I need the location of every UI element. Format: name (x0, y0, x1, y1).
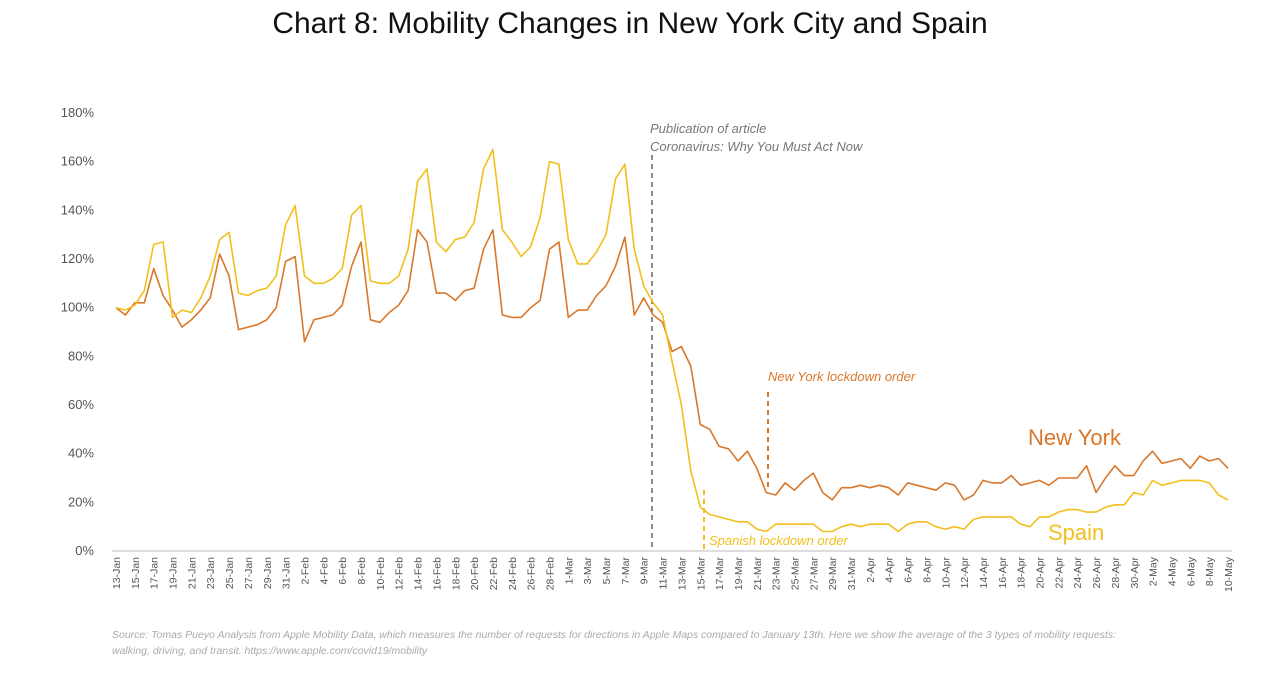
x-tick-label: 25-Mar (790, 557, 802, 591)
x-tick-label: 31-Jan (281, 557, 293, 589)
annotation: Publication of article (650, 121, 766, 136)
x-tick-label: 20-Apr (1035, 556, 1047, 588)
y-tick-label: 60% (68, 397, 94, 412)
x-tick-label: 28-Feb (544, 557, 556, 590)
x-tick-label: 4-May (1166, 556, 1178, 586)
annotation: Spanish lockdown order (709, 533, 848, 548)
series-label: Spain (1048, 520, 1104, 545)
x-tick-label: 8-May (1204, 556, 1216, 586)
x-tick-label: 20-Feb (469, 557, 481, 590)
x-tick-label: 10-Apr (940, 556, 952, 588)
x-tick-label: 30-Apr (1129, 556, 1141, 588)
chart-title: Chart 8: Mobility Changes in New York Ci… (272, 7, 987, 40)
x-tick-label: 26-Apr (1091, 556, 1103, 588)
y-tick-label: 80% (68, 348, 94, 363)
x-tick-label: 1-Mar (563, 556, 575, 584)
x-tick-label: 13-Mar (676, 557, 688, 591)
x-tick-label: 2-May (1148, 556, 1160, 586)
y-tick-label: 20% (68, 494, 94, 509)
y-tick-label: 120% (61, 251, 95, 266)
x-tick-label: 29-Jan (262, 557, 274, 589)
series-label: New York (1028, 425, 1122, 450)
source: Source: Tomas Pueyo Analysis from Apple … (112, 629, 1116, 641)
x-tick-label: 2-Apr (865, 557, 877, 583)
x-tick-label: 27-Jan (243, 557, 255, 589)
x-tick-label: 21-Jan (186, 557, 198, 589)
x-tick-label: 4-Apr (884, 557, 896, 583)
x-tick-label: 6-Apr (903, 557, 915, 583)
y-tick-label: 140% (61, 202, 95, 217)
x-tick-label: 18-Feb (450, 557, 462, 590)
x-tick-label: 5-Mar (601, 556, 613, 584)
x-tick-label: 8-Apr (921, 557, 933, 583)
line-series (115, 148, 1229, 533)
x-tick-label: 10-May (1223, 556, 1235, 592)
x-tick-label: 28-Apr (1110, 556, 1122, 588)
x-tick-label: 26-Feb (526, 557, 538, 590)
x-tick-label: 18-Apr (1016, 556, 1028, 588)
x-tick-label: 16-Feb (431, 557, 443, 590)
x-tick-label: 17-Jan (149, 557, 161, 589)
x-tick-label: 22-Apr (1053, 556, 1065, 588)
line-series (115, 229, 1229, 501)
x-tick-label: 27-Mar (808, 557, 820, 591)
x-tick-label: 15-Mar (695, 557, 707, 591)
x-tick-label: 3-Mar (582, 556, 594, 584)
x-tick-label: 7-Mar (620, 556, 632, 584)
x-tick-label: 22-Feb (488, 557, 500, 590)
y-tick-label: 0% (75, 543, 94, 558)
x-tick-label: 6-Feb (337, 557, 349, 585)
x-tick-label: 15-Jan (130, 557, 142, 589)
y-tick-label: 100% (61, 300, 95, 315)
x-tick-label: 4-Feb (318, 557, 330, 585)
x-tick-label: 19-Jan (168, 557, 180, 589)
y-tick-label: 40% (68, 446, 94, 461)
x-tick-label: 24-Feb (507, 557, 519, 590)
x-tick-label: 23-Jan (205, 557, 217, 589)
x-tick-label: 31-Mar (846, 557, 858, 591)
x-tick-label: 16-Apr (997, 556, 1009, 588)
source: walking, driving, and transit. https://w… (112, 645, 428, 657)
annotation: Coronavirus: Why You Must Act Now (650, 139, 864, 154)
x-tick-label: 14-Apr (978, 556, 990, 588)
x-tick-label: 21-Mar (752, 557, 764, 591)
x-tick-label: 23-Mar (771, 557, 783, 591)
x-tick-label: 11-Mar (658, 557, 670, 590)
x-tick-label: 13-Jan (111, 557, 123, 589)
y-tick-label: 160% (61, 154, 95, 169)
x-tick-label: 24-Apr (1072, 556, 1084, 588)
x-tick-label: 29-Mar (827, 557, 839, 591)
y-tick-label: 180% (61, 105, 95, 120)
x-tick-label: 6-May (1185, 556, 1197, 586)
x-tick-label: 25-Jan (224, 557, 236, 589)
annotation: New York lockdown order (768, 369, 916, 384)
x-tick-label: 12-Feb (394, 557, 406, 590)
x-tick-label: 17-Mar (714, 557, 726, 591)
x-tick-label: 2-Feb (299, 557, 311, 585)
x-tick-label: 10-Feb (375, 557, 387, 590)
x-tick-label: 19-Mar (733, 557, 745, 591)
x-tick-label: 9-Mar (639, 556, 651, 584)
x-tick-label: 14-Feb (413, 557, 425, 590)
x-tick-label: 8-Feb (356, 557, 368, 585)
x-tick-label: 12-Apr (959, 556, 971, 588)
